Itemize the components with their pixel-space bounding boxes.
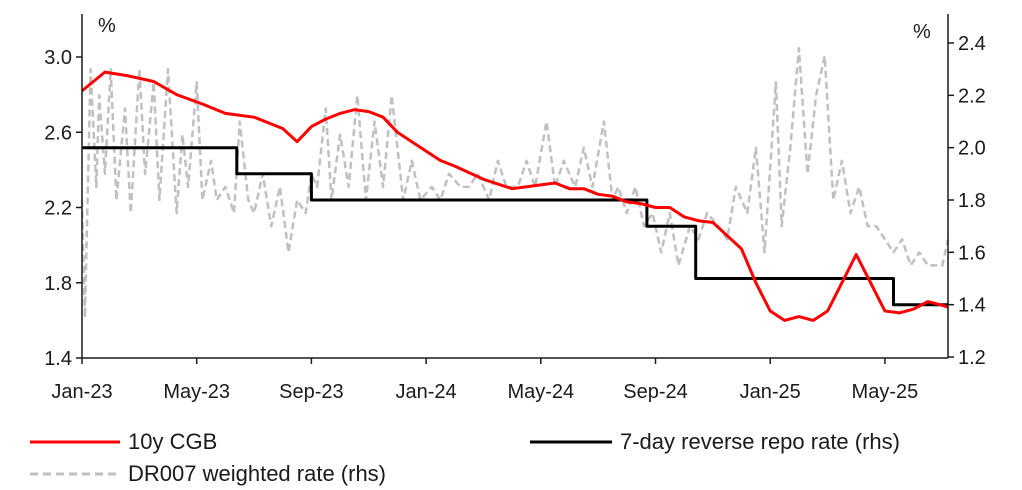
right-tick-label: 1.4 xyxy=(958,295,986,317)
x-tick-label: May-23 xyxy=(163,381,230,403)
x-tick-label: Jan-25 xyxy=(740,381,801,403)
series-line-dr007 xyxy=(80,46,950,319)
left-axis-unit: % xyxy=(98,15,116,37)
legend-label-cgb: 10y CGB xyxy=(128,429,217,454)
right-tick-label: 1.8 xyxy=(958,190,986,212)
right-tick-label: 1.6 xyxy=(958,242,986,264)
right-axis-unit: % xyxy=(913,21,931,43)
x-tick-label: Sep-23 xyxy=(279,381,344,403)
series-layer xyxy=(80,46,950,322)
axes-layer xyxy=(81,14,949,359)
left-tick-label: 3.0 xyxy=(44,47,72,69)
x-tick-label: Jan-23 xyxy=(51,381,112,403)
x-tick-label: Sep-24 xyxy=(623,381,688,403)
legend-label-dr007: DR007 weighted rate (rhs) xyxy=(128,461,386,486)
legend-label-repo: 7-day reverse repo rate (rhs) xyxy=(620,429,900,454)
ticks-layer: 1.4 1.8 2.2 2.6 3.0 1.2 1.4 1.6 1.8 2.0 2.2 2.4 Jan-… xyxy=(44,33,986,403)
x-tick-label: May-25 xyxy=(852,381,919,403)
right-tick-label: 1.2 xyxy=(958,347,986,369)
legend: 10y CGB 7-day reverse repo rate (rhs) DR… xyxy=(30,429,900,486)
x-tick-label: May-24 xyxy=(507,381,574,403)
left-tick-label: 2.2 xyxy=(44,198,72,220)
left-tick-label: 2.6 xyxy=(44,122,72,144)
series-line-7day-repo xyxy=(82,146,948,307)
right-tick-label: 2.2 xyxy=(958,85,986,107)
left-tick-label: 1.8 xyxy=(44,273,72,295)
right-tick-label: 2.0 xyxy=(958,138,986,160)
x-tick-label: Jan-24 xyxy=(396,381,457,403)
right-tick-label: 2.4 xyxy=(958,33,986,55)
left-tick-label: 1.4 xyxy=(44,348,72,370)
series-line-10y-cgb xyxy=(81,70,949,322)
